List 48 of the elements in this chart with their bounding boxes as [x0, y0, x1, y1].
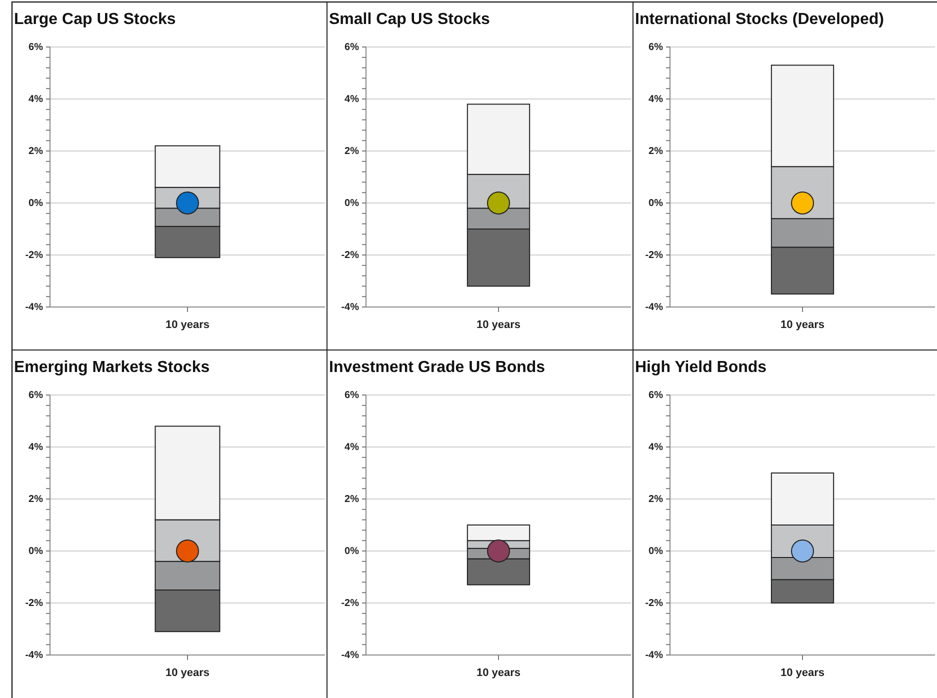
y-tick-label: -4% — [341, 650, 360, 662]
chart-title: Emerging Markets Stocks — [14, 359, 210, 376]
chart-title: Investment Grade US Bonds — [329, 359, 546, 376]
chart-title: High Yield Bonds — [635, 359, 767, 376]
y-tick-label: 0% — [648, 198, 664, 210]
x-tick-label: 10 years — [476, 667, 521, 680]
x-tick-label: 10 years — [165, 319, 210, 332]
chart-title: Small Cap US Stocks — [329, 11, 490, 28]
y-tick-label: 6% — [648, 42, 664, 54]
y-tick-label: -2% — [645, 250, 664, 262]
y-tick-label: 6% — [648, 390, 664, 402]
y-tick-label: -2% — [341, 250, 360, 262]
y-tick-label: 2% — [344, 146, 360, 158]
y-tick-label: 6% — [344, 42, 360, 54]
x-tick-label: 10 years — [165, 667, 210, 680]
y-tick-label: 4% — [648, 94, 664, 106]
y-tick-label: 2% — [344, 494, 360, 506]
y-tick-label: 0% — [28, 198, 44, 210]
y-tick-label: 2% — [648, 146, 664, 158]
x-tick-label: 10 years — [780, 319, 825, 332]
chart-title: Large Cap US Stocks — [14, 11, 176, 28]
y-tick-label: 4% — [28, 94, 44, 106]
y-tick-label: 0% — [648, 546, 664, 558]
chart-title: International Stocks (Developed) — [635, 11, 884, 28]
y-tick-label: -4% — [25, 302, 44, 314]
x-tick-label: 10 years — [780, 667, 825, 680]
x-tick-label: 10 years — [476, 319, 521, 332]
y-tick-label: 2% — [28, 494, 44, 506]
y-tick-label: 4% — [344, 94, 360, 106]
y-tick-label: 4% — [344, 442, 360, 454]
y-tick-label: 2% — [648, 494, 664, 506]
y-tick-label: 6% — [28, 42, 44, 54]
y-tick-label: 6% — [344, 390, 360, 402]
y-tick-label: -4% — [645, 650, 664, 662]
y-tick-label: 0% — [344, 198, 360, 210]
y-tick-label: -2% — [341, 598, 360, 610]
y-tick-label: -2% — [645, 598, 664, 610]
y-tick-label: -4% — [25, 650, 44, 662]
y-tick-label: 6% — [28, 390, 44, 402]
y-tick-label: -2% — [25, 598, 44, 610]
y-tick-label: -4% — [341, 302, 360, 314]
y-tick-label: 2% — [28, 146, 44, 158]
y-tick-label: -2% — [25, 250, 44, 262]
y-tick-label: 4% — [648, 442, 664, 454]
y-tick-label: -4% — [645, 302, 664, 314]
y-tick-label: 0% — [28, 546, 44, 558]
y-tick-label: 0% — [344, 546, 360, 558]
y-tick-label: 4% — [28, 442, 44, 454]
